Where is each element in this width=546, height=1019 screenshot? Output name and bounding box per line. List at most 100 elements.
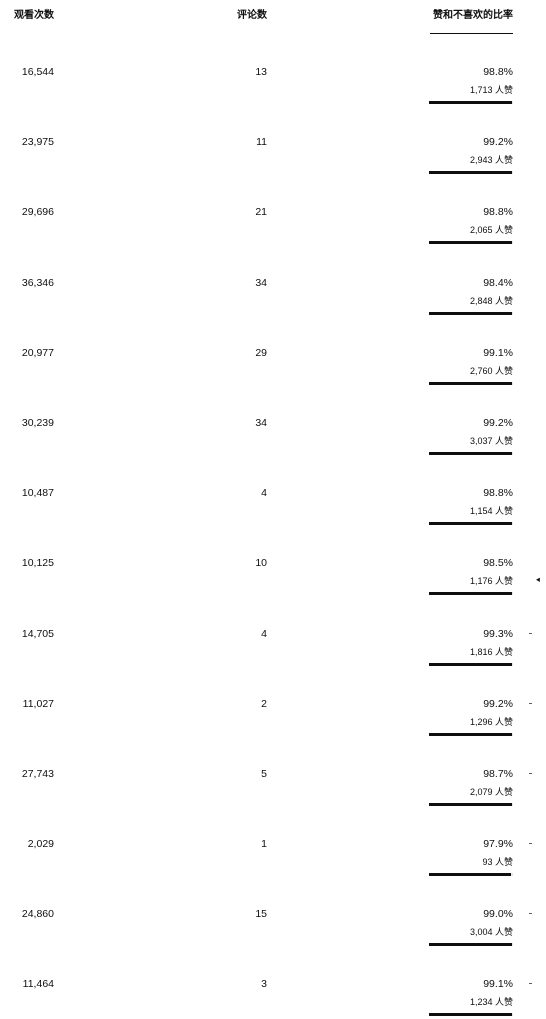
views-cell: 10,487	[0, 487, 54, 499]
table-row[interactable]: 24,860 15 99.0% 3,004 人赞	[0, 878, 546, 948]
like-ratio-bar-fill	[429, 522, 512, 525]
like-ratio-bar	[429, 522, 513, 525]
views-cell: 11,464	[0, 978, 54, 990]
like-ratio-bar-fill	[429, 733, 512, 736]
comments-cell: 11	[200, 136, 267, 148]
table-row[interactable]: 16,544 13 98.8% 1,713 人赞	[0, 36, 546, 106]
like-ratio-bar-fill	[429, 171, 512, 174]
like-ratio-bar-fill	[429, 873, 511, 876]
views-cell: 16,544	[0, 66, 54, 78]
like-ratio-cell: 99.2%	[400, 417, 513, 429]
table-row[interactable]: 20,977 29 99.1% 2,760 人赞	[0, 317, 546, 387]
comments-cell: 1	[200, 838, 267, 850]
like-ratio-bar	[429, 873, 513, 876]
edge-marker	[529, 983, 532, 984]
views-cell: 24,860	[0, 908, 54, 920]
views-cell: 11,027	[0, 698, 54, 710]
views-cell: 29,696	[0, 206, 54, 218]
views-cell: 36,346	[0, 277, 54, 289]
table-row[interactable]: 27,743 5 98.7% 2,079 人赞	[0, 738, 546, 808]
column-header-like-ratio[interactable]: 赞和不喜欢的比率	[400, 6, 513, 21]
table-header: 观看次数 评论数 赞和不喜欢的比率	[0, 0, 546, 40]
comments-cell: 13	[200, 66, 267, 78]
table-row[interactable]: 23,975 11 99.2% 2,943 人赞	[0, 106, 546, 176]
like-ratio-bar	[429, 312, 513, 315]
likes-count: 2,943 人赞	[400, 153, 513, 166]
like-ratio-cell: 98.8%	[400, 66, 513, 78]
likes-count: 1,234 人赞	[400, 995, 513, 1008]
likes-count: 2,065 人赞	[400, 223, 513, 236]
table-row[interactable]: 36,346 34 98.4% 2,848 人赞	[0, 247, 546, 317]
like-ratio-cell: 99.2%	[400, 698, 513, 710]
like-ratio-bar	[429, 803, 513, 806]
likes-count: 3,037 人赞	[400, 434, 513, 447]
like-ratio-bar-fill	[429, 452, 512, 455]
likes-count: 1,296 人赞	[400, 715, 513, 728]
table-row[interactable]: 30,239 34 99.2% 3,037 人赞	[0, 387, 546, 457]
table-row[interactable]: 29,696 21 98.8% 2,065 人赞	[0, 176, 546, 246]
like-ratio-cell: 99.2%	[400, 136, 513, 148]
like-ratio-bar-fill	[429, 803, 512, 806]
comments-cell: 34	[200, 417, 267, 429]
views-cell: 10,125	[0, 557, 54, 569]
like-ratio-bar-fill	[429, 592, 512, 595]
table-row[interactable]: 11,464 3 99.1% 1,234 人赞	[0, 948, 546, 1018]
edge-marker	[529, 773, 532, 774]
like-ratio-bar	[429, 663, 513, 666]
like-ratio-bar	[429, 452, 513, 455]
like-ratio-bar-fill	[429, 382, 512, 385]
table-row[interactable]: 14,705 4 99.3% 1,816 人赞	[0, 598, 546, 668]
like-ratio-cell: 98.4%	[400, 277, 513, 289]
edge-marker	[529, 633, 532, 634]
like-ratio-cell: 98.8%	[400, 206, 513, 218]
like-ratio-cell: 99.1%	[400, 347, 513, 359]
edge-marker	[529, 913, 532, 914]
views-cell: 30,239	[0, 417, 54, 429]
like-ratio-bar	[429, 1013, 513, 1016]
sort-indicator-underline	[430, 33, 513, 34]
table-row[interactable]: 11,027 2 99.2% 1,296 人赞	[0, 668, 546, 738]
like-ratio-cell: 97.9%	[400, 838, 513, 850]
likes-count: 2,848 人赞	[400, 294, 513, 307]
like-ratio-cell: 98.8%	[400, 487, 513, 499]
like-ratio-bar	[429, 943, 513, 946]
likes-count: 3,004 人赞	[400, 925, 513, 938]
like-ratio-bar-fill	[429, 663, 512, 666]
like-ratio-bar-fill	[429, 1013, 512, 1016]
like-ratio-bar-fill	[429, 241, 512, 244]
table-body: 16,544 13 98.8% 1,713 人赞 23,975 11 99.2% 2,943 …	[0, 36, 546, 1019]
comments-cell: 10	[200, 557, 267, 569]
like-ratio-bar-fill	[429, 312, 512, 315]
comments-cell: 5	[200, 768, 267, 780]
like-ratio-cell: 99.3%	[400, 628, 513, 640]
comments-cell: 2	[200, 698, 267, 710]
likes-count: 1,176 人赞	[400, 574, 513, 587]
column-header-comments[interactable]: 评论数	[200, 6, 267, 21]
like-ratio-bar	[429, 241, 513, 244]
like-ratio-cell: 98.5%	[400, 557, 513, 569]
views-cell: 27,743	[0, 768, 54, 780]
like-ratio-cell: 98.7%	[400, 768, 513, 780]
likes-count: 2,760 人赞	[400, 364, 513, 377]
comments-cell: 15	[200, 908, 267, 920]
table-row[interactable]: 10,125 10 98.5% 1,176 人赞	[0, 527, 546, 597]
like-ratio-bar-fill	[429, 943, 512, 946]
like-ratio-bar	[429, 733, 513, 736]
likes-count: 1,713 人赞	[400, 83, 513, 96]
likes-count: 1,816 人赞	[400, 645, 513, 658]
like-ratio-bar	[429, 382, 513, 385]
like-ratio-cell: 99.1%	[400, 978, 513, 990]
like-ratio-bar	[429, 101, 513, 104]
likes-count: 2,079 人赞	[400, 785, 513, 798]
comments-cell: 4	[200, 487, 267, 499]
column-header-views[interactable]: 观看次数	[0, 6, 54, 21]
likes-count: 1,154 人赞	[400, 504, 513, 517]
table-row[interactable]: 2,029 1 97.9% 93 人赞	[0, 808, 546, 878]
comments-cell: 21	[200, 206, 267, 218]
comments-cell: 34	[200, 277, 267, 289]
like-ratio-bar	[429, 592, 513, 595]
cursor-icon: ⯇	[535, 576, 541, 586]
comments-cell: 4	[200, 628, 267, 640]
table-row[interactable]: 10,487 4 98.8% 1,154 人赞	[0, 457, 546, 527]
comments-cell: 3	[200, 978, 267, 990]
